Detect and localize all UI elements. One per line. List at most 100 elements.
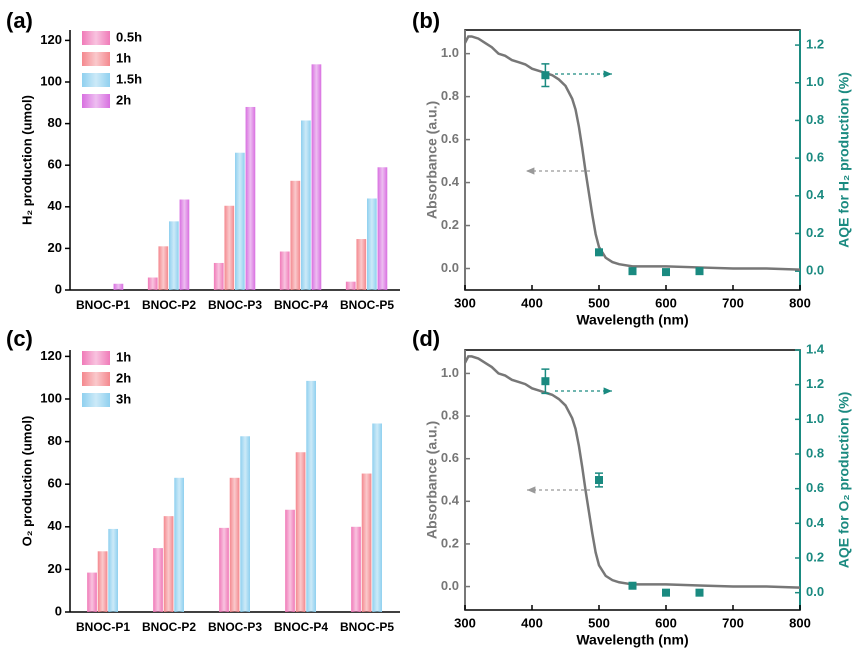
bar [224,205,235,290]
y2-tick-label: 1.2 [806,37,824,52]
y-axis-title: Absorbance (a.u.) [424,101,440,219]
legend-label: 3h [116,391,131,406]
legend-swatch [82,351,110,365]
data-line [463,35,801,271]
bar [306,380,316,612]
x-tick-label: BNOC-P4 [274,298,328,312]
bar [301,120,311,290]
y2-tick-label: 1.0 [806,411,824,426]
legend-label: 2h [116,92,131,107]
y-tick-label: 40 [48,518,62,533]
bar [290,180,301,290]
bar [163,516,174,612]
bar [285,509,295,612]
x-tick-label: 800 [789,615,811,630]
x-tick-label: 500 [588,615,610,630]
bar [219,527,229,612]
bar [97,551,108,612]
plot-frame [464,29,801,291]
y-axis-title: Absorbance (a.u.) [424,421,440,539]
x-tick-label: BNOC-P4 [274,620,328,634]
bar [295,452,306,612]
y2-tick-label: 1.4 [806,341,825,356]
y-tick-label: 60 [48,476,62,491]
y-tick-label: 0.0 [441,260,459,275]
legend-label: 0.5h [116,29,142,44]
data-point [695,588,704,597]
x-tick-label: BNOC-P2 [142,620,196,634]
x-tick-label: BNOC-P1 [76,620,130,634]
bar [351,526,361,612]
bar [87,572,97,612]
y-tick-label: 1.0 [441,365,459,380]
y-tick-label: 0.2 [441,535,459,550]
panel-label: (a) [6,8,33,33]
bar [245,106,256,291]
y-tick-label: 20 [48,240,62,255]
bar [158,246,169,290]
y2-tick-label: 1.0 [806,74,824,89]
y-tick-label: 80 [48,433,62,448]
bar [235,152,245,290]
y2-tick-label: 0.8 [806,445,824,460]
x-axis-title: Wavelength (nm) [576,632,688,648]
y-tick-label: 0.2 [441,217,459,232]
y2-axis-title: AQE for H₂ production (%) [836,72,852,248]
y-tick-label: 0.4 [441,493,460,508]
data-point [595,476,603,484]
bar [311,64,322,290]
bar [345,281,356,290]
y-tick-label: 120 [40,32,62,47]
legend-swatch [82,393,110,407]
panel-label: (d) [412,326,440,351]
y-axis-title: O₂ production (umol) [19,416,34,547]
y2-tick-label: 0.6 [806,480,824,495]
x-tick-label: 300 [454,615,476,630]
data-point [662,268,670,277]
y-tick-label: 100 [40,390,62,405]
y-tick-label: 1.0 [441,45,459,60]
bar [153,548,163,612]
x-tick-label: 700 [722,295,744,310]
x-tick-label: 300 [454,295,476,310]
y-tick-label: 0.6 [441,450,459,465]
bar [240,436,250,612]
bar [229,477,240,612]
legend-label: 1h [116,50,131,65]
x-tick-label: BNOC-P3 [208,620,262,634]
y-tick-label: 0.0 [441,578,459,593]
x-tick-label: BNOC-P5 [340,620,394,634]
y2-tick-label: 0.2 [806,549,824,564]
y2-tick-label: 0.2 [806,225,824,240]
data-line [463,355,801,589]
x-tick-label: BNOC-P5 [340,298,394,312]
y-tick-label: 0.8 [441,408,459,423]
y-tick-label: 60 [48,157,62,172]
x-tick-label: 400 [521,295,543,310]
y-tick-label: 0.8 [441,88,459,103]
bar [179,199,190,290]
y2-tick-label: 0.6 [806,150,824,165]
y2-tick-label: 0.8 [806,112,824,127]
bar [356,239,367,290]
legend-label: 1h [116,349,131,364]
y-tick-label: 40 [48,198,62,213]
y-tick-label: 0 [55,603,62,618]
legend-swatch [82,372,110,386]
x-tick-label: 600 [655,615,677,630]
legend-swatch [82,73,110,87]
data-point [541,71,550,80]
y-tick-label: 80 [48,115,62,130]
legend-swatch [82,94,110,108]
x-tick-label: 400 [521,615,543,630]
x-tick-label: BNOC-P1 [76,298,130,312]
data-point [541,377,550,386]
x-tick-label: BNOC-P2 [142,298,196,312]
x-tick-label: 800 [789,295,811,310]
data-point [662,588,670,597]
data-point [695,267,704,276]
y2-tick-label: 0.0 [806,263,824,278]
data-point [628,267,637,276]
legend-label: 1.5h [116,71,142,86]
